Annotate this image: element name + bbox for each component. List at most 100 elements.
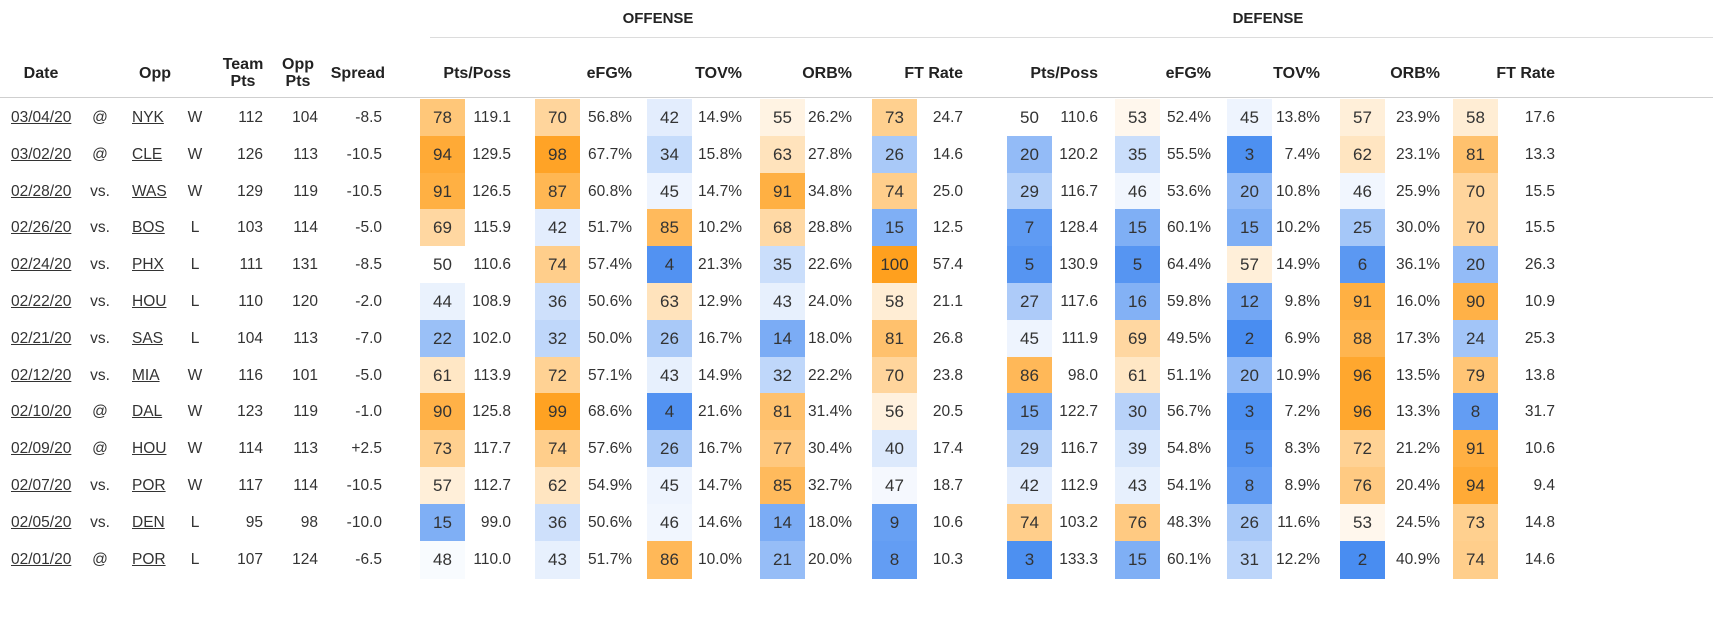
group-divider [430,37,1713,38]
opponent-link[interactable]: NYK [132,109,164,126]
game-date-link[interactable]: 02/26/20 [11,219,72,237]
percentile-off-efg: 43 [535,540,580,579]
table-row: 02/28/20 vs. WAS W 129 119 -10.5 91 126.5 87 60.8%… [0,172,1713,212]
opp-points: 119 [293,182,318,200]
percentile-off-ft-rate: 56 [872,393,917,432]
header-def-efg: eFG% [1165,64,1211,82]
percentile-def-ft-rate: 20 [1453,246,1498,285]
value-def-orb: 24.5% [1396,513,1440,531]
value-def-pts-poss: 120.2 [1059,145,1098,163]
opponent-link[interactable]: DAL [132,403,163,421]
percentile-off-pts-poss: 48 [420,540,465,579]
header-off-tov: TOV% [695,64,742,82]
percentile-off-orb: 55 [760,99,805,137]
value-def-efg: 49.5% [1167,329,1211,347]
percentile-off-tov: 45 [647,467,692,505]
game-date-link[interactable]: 03/04/20 [11,109,72,126]
percentile-off-orb: 21 [760,540,805,579]
percentile-def-pts-poss: 3 [1007,540,1052,579]
table-row: 02/24/20 vs. PHX L 111 131 -8.5 50 110.6 74 57.4% 4… [0,245,1713,285]
percentile-def-orb: 88 [1340,319,1385,358]
opponent-link[interactable]: PHX [132,256,164,274]
value-def-pts-poss: 110.6 [1060,109,1098,126]
value-def-tov: 10.9% [1276,366,1320,384]
table-row: 02/22/20 vs. HOU L 110 120 -2.0 44 108.9 36 50.6% 6… [0,282,1713,322]
percentile-off-orb: 77 [760,430,805,469]
header-def-orb: ORB% [1390,64,1440,82]
percentile-def-ft-rate: 81 [1453,135,1498,174]
value-off-orb: 32.7% [808,477,852,494]
percentile-off-orb: 85 [760,467,805,505]
value-off-orb: 30.4% [808,440,852,458]
game-result: W [187,440,203,458]
game-date-link[interactable]: 02/21/20 [11,329,72,347]
value-def-tov: 8.9% [1284,477,1320,494]
opponent-link[interactable]: BOS [132,219,165,237]
game-date-link[interactable]: 02/22/20 [11,293,72,310]
percentile-def-pts-poss: 29 [1007,172,1052,211]
opponent-link[interactable]: HOU [132,440,167,458]
game-result: L [190,293,200,310]
percentile-def-pts-poss: 5 [1007,246,1052,285]
value-off-ft-rate: 14.6 [932,145,963,163]
game-date-link[interactable]: 02/09/20 [11,440,72,458]
point-spread: -5.0 [355,366,382,384]
opp-points: 114 [293,219,318,237]
value-def-efg: 56.7% [1167,403,1211,421]
home-away: vs. [90,182,110,200]
percentile-off-ft-rate: 40 [872,430,917,469]
game-date-link[interactable]: 02/07/20 [11,477,72,494]
percentile-def-tov: 26 [1227,503,1272,542]
percentile-def-ft-rate: 90 [1453,283,1498,321]
percentile-off-efg: 36 [535,503,580,542]
value-off-ft-rate: 57.4 [932,256,963,274]
game-date-link[interactable]: 02/10/20 [11,403,72,421]
percentile-def-tov: 3 [1227,393,1272,432]
value-def-tov: 10.2% [1276,219,1320,237]
table-row: 03/02/20 @ CLE W 126 113 -10.5 94 129.5 98 67.7% 34… [0,135,1713,175]
percentile-off-pts-poss: 57 [420,467,465,505]
game-date-link[interactable]: 02/05/20 [11,513,72,531]
percentile-def-orb: 62 [1340,135,1385,174]
point-spread: -8.5 [355,109,382,126]
game-date-link[interactable]: 02/28/20 [11,182,72,200]
game-date-link[interactable]: 03/02/20 [11,145,72,163]
percentile-off-tov: 26 [647,430,692,469]
percentile-off-efg: 70 [535,99,580,137]
game-result: L [190,550,200,568]
opponent-link[interactable]: DEN [132,513,165,531]
percentile-off-tov: 43 [647,356,692,395]
value-off-pts-poss: 110.0 [473,550,511,568]
opponent-link[interactable]: POR [132,477,166,494]
opponent-link[interactable]: POR [132,550,166,568]
percentile-off-pts-poss: 94 [420,135,465,174]
opponent-link[interactable]: SAS [132,329,164,347]
value-def-ft-rate: 15.5 [1524,182,1555,200]
game-date-link[interactable]: 02/01/20 [11,550,72,568]
value-def-orb: 23.1% [1396,145,1440,163]
percentile-def-ft-rate: 94 [1453,467,1498,505]
value-def-ft-rate: 15.5 [1524,219,1555,237]
header-date: Date [23,64,59,82]
game-date-link[interactable]: 02/12/20 [11,366,72,384]
value-off-orb: 28.8% [808,219,852,237]
value-off-ft-rate: 20.5 [932,403,963,421]
percentile-def-tov: 8 [1227,467,1272,505]
table-row: 03/04/20 @ NYK W 112 104 -8.5 78 119.1 70 56.8% 42 1… [0,98,1713,138]
percentile-off-efg: 36 [535,283,580,321]
game-date-link[interactable]: 02/24/20 [11,256,72,274]
value-off-orb: 24.0% [808,293,852,310]
percentile-def-tov: 45 [1227,99,1272,137]
opponent-link[interactable]: WAS [132,182,167,200]
opponent-link[interactable]: CLE [132,145,163,163]
percentile-def-efg: 5 [1115,246,1160,285]
value-off-efg: 50.6% [588,513,632,531]
home-away: @ [92,145,108,163]
percentile-def-efg: 16 [1115,283,1160,321]
percentile-def-pts-poss: 15 [1007,393,1052,432]
percentile-off-tov: 85 [647,209,692,248]
percentile-off-ft-rate: 74 [872,172,917,211]
opponent-link[interactable]: MIA [132,366,160,384]
opponent-link[interactable]: HOU [132,293,167,310]
value-off-efg: 56.8% [588,109,632,126]
